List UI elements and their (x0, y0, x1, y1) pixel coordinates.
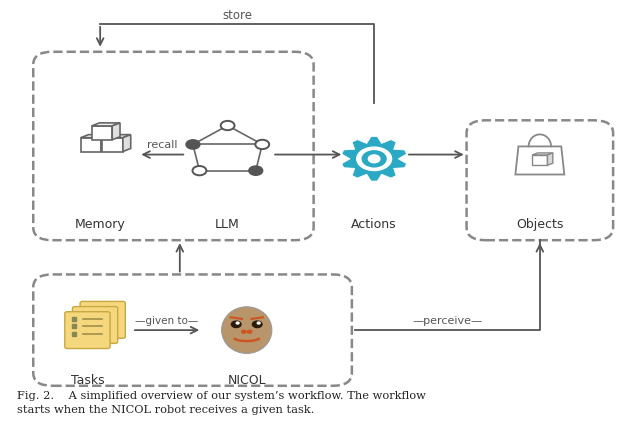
Polygon shape (112, 123, 120, 141)
Polygon shape (532, 156, 547, 166)
Polygon shape (342, 137, 406, 181)
Circle shape (186, 141, 200, 150)
Circle shape (221, 122, 234, 131)
Ellipse shape (221, 307, 272, 353)
Circle shape (252, 321, 262, 328)
Polygon shape (515, 147, 564, 175)
Circle shape (362, 151, 386, 167)
Text: NICOL: NICOL (227, 373, 266, 386)
Circle shape (257, 322, 260, 324)
Circle shape (193, 166, 206, 176)
Circle shape (356, 148, 392, 171)
Polygon shape (123, 135, 131, 152)
Circle shape (249, 166, 262, 176)
Circle shape (242, 331, 246, 333)
Text: store: store (222, 9, 252, 22)
Text: LLM: LLM (215, 217, 240, 230)
Polygon shape (81, 138, 101, 152)
Circle shape (248, 331, 252, 333)
Circle shape (369, 156, 380, 163)
Text: Actions: Actions (351, 217, 397, 230)
Circle shape (232, 321, 241, 328)
Text: —given to—: —given to— (136, 315, 198, 325)
Polygon shape (92, 126, 112, 141)
Text: Memory: Memory (75, 217, 125, 230)
FancyBboxPatch shape (65, 312, 110, 349)
FancyBboxPatch shape (80, 302, 125, 338)
Polygon shape (102, 135, 131, 138)
Text: recall: recall (147, 140, 177, 150)
Text: Objects: Objects (516, 217, 564, 230)
Polygon shape (81, 135, 109, 138)
Text: —perceive—: —perceive— (412, 315, 483, 325)
Circle shape (255, 141, 269, 150)
Polygon shape (101, 135, 109, 152)
Circle shape (236, 322, 239, 324)
Text: Tasks: Tasks (70, 373, 104, 386)
Polygon shape (102, 138, 123, 152)
FancyBboxPatch shape (72, 307, 118, 344)
Polygon shape (532, 154, 553, 156)
Polygon shape (92, 123, 120, 126)
Text: Fig. 2.    A simplified overview of our system’s workflow. The workflow
starts w: Fig. 2. A simplified overview of our sys… (17, 390, 426, 414)
Polygon shape (547, 154, 553, 166)
